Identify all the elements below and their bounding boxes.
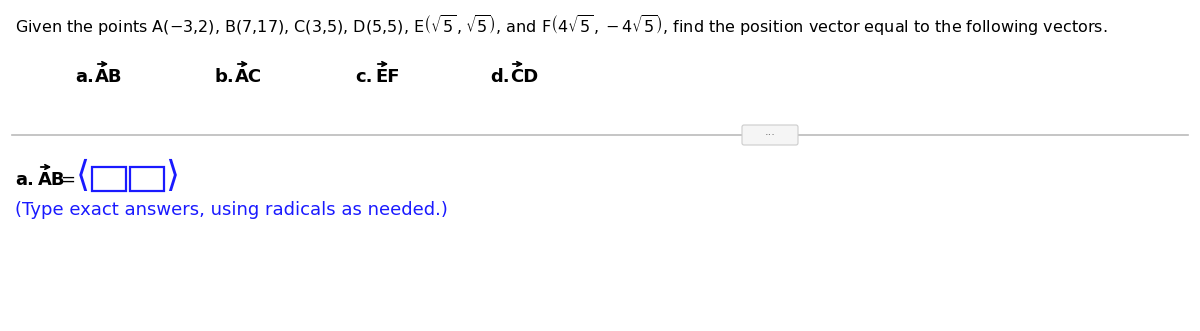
Text: AB: AB [95, 68, 122, 86]
FancyBboxPatch shape [742, 125, 798, 145]
Text: d.: d. [490, 68, 510, 86]
FancyBboxPatch shape [130, 167, 164, 191]
Text: ⟨: ⟨ [76, 159, 90, 193]
Text: EF: EF [374, 68, 400, 86]
Text: AC: AC [235, 68, 262, 86]
Text: c.: c. [355, 68, 372, 86]
Text: ···: ··· [764, 130, 775, 140]
Text: ⟩: ⟩ [166, 159, 179, 193]
Text: b.: b. [215, 68, 235, 86]
Text: CD: CD [510, 68, 539, 86]
FancyBboxPatch shape [92, 167, 126, 191]
Text: =: = [60, 171, 76, 189]
Text: Given the points A($-$3,2), B(7,17), C(3,5), D(5,5), E$\left(\sqrt{5}\,,\sqrt{5}: Given the points A($-$3,2), B(7,17), C(3… [14, 13, 1108, 38]
Text: (Type exact answers, using radicals as needed.): (Type exact answers, using radicals as n… [14, 201, 448, 219]
Text: a.: a. [14, 171, 34, 189]
Text: ,: , [127, 171, 133, 189]
Text: a.: a. [74, 68, 94, 86]
Text: AB: AB [38, 171, 66, 189]
